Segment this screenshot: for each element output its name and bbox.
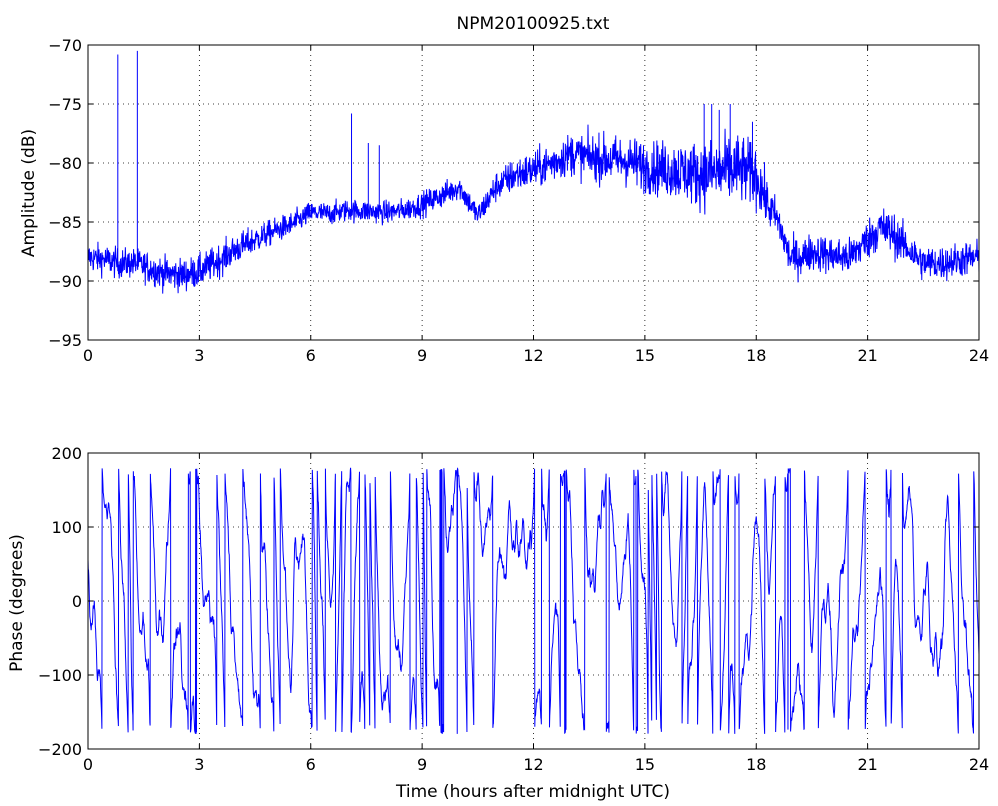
x-tick-label: 24	[969, 346, 989, 365]
y-tick-label: −70	[48, 36, 82, 55]
amplitude-grid	[88, 45, 979, 340]
phase-line	[88, 467, 979, 734]
time-x-axis-label: Time (hours after midnight UTC)	[395, 782, 670, 802]
y-tick-label: −200	[38, 740, 82, 759]
x-tick-label: 9	[417, 755, 427, 774]
phase-y-axis-label: Phase (degrees)	[7, 534, 27, 672]
x-tick-label: 24	[969, 755, 989, 774]
y-tick-label: 0	[72, 592, 82, 611]
phase-ticks: 0 3 6 9 12 15 18 21 24 −200 −100 0 100 200	[38, 444, 989, 774]
x-tick-label: 6	[306, 346, 316, 365]
x-tick-label: 3	[194, 346, 204, 365]
x-tick-label: 0	[83, 346, 93, 365]
x-tick-label: 0	[83, 755, 93, 774]
phase-grid	[88, 453, 979, 749]
phase-series	[88, 467, 979, 734]
y-tick-label: −95	[48, 331, 82, 350]
x-tick-label: 18	[746, 346, 766, 365]
y-tick-label: −85	[48, 213, 82, 232]
x-tick-label: 21	[857, 346, 877, 365]
amplitude-ticks: 0 3 6 9 12 15 18 21 24 −95 −90 −85 −80 −75 −70	[48, 36, 989, 365]
x-tick-label: 15	[635, 755, 655, 774]
x-tick-label: 12	[523, 346, 543, 365]
y-tick-label: 100	[51, 518, 82, 537]
phase-axes: Phase (degrees) Time (hours after midnig…	[7, 444, 989, 802]
amplitude-series	[88, 50, 979, 294]
y-tick-label: −80	[48, 154, 82, 173]
y-tick-label: −75	[48, 95, 82, 114]
chart-title: NPM20100925.txt	[457, 14, 610, 34]
x-tick-label: 12	[523, 755, 543, 774]
amplitude-y-axis-label: Amplitude (dB)	[19, 129, 39, 257]
amplitude-line	[88, 50, 979, 294]
amplitude-axes: NPM20100925.txt Amplitude (dB) 0 3 6 9 12 15 1…	[19, 14, 989, 365]
x-tick-label: 15	[635, 346, 655, 365]
x-tick-label: 6	[306, 755, 316, 774]
x-tick-label: 3	[194, 755, 204, 774]
x-tick-label: 18	[746, 755, 766, 774]
x-tick-label: 21	[857, 755, 877, 774]
x-tick-label: 9	[417, 346, 427, 365]
y-tick-label: −90	[48, 272, 82, 291]
y-tick-label: −100	[38, 666, 82, 685]
y-tick-label: 200	[51, 444, 82, 463]
